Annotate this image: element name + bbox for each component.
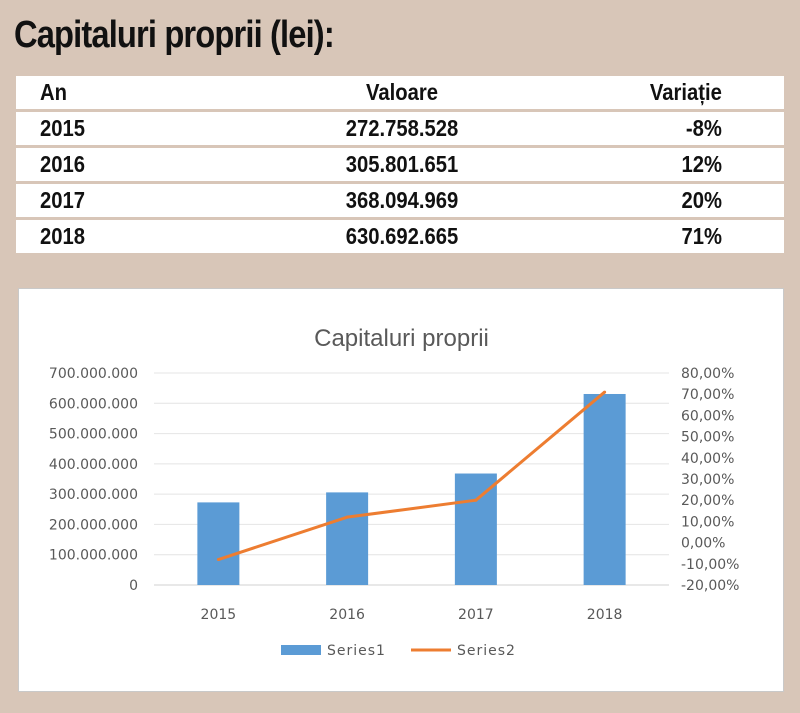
table-row: 2017 368.094.969 20% bbox=[16, 184, 784, 217]
series2-point-2016 bbox=[345, 515, 349, 519]
cell-variation: 71% bbox=[681, 223, 722, 249]
page-heading: Capitaluri proprii (lei): bbox=[14, 14, 335, 56]
y-left-tick-label: 200.000.000 bbox=[49, 517, 138, 533]
y-right-tick-label: 70,00% bbox=[681, 387, 734, 403]
table-row: 2018 630.692.665 71% bbox=[16, 220, 784, 253]
table-header-row: An Valoare Variație bbox=[16, 76, 784, 109]
cell-year: 2015 bbox=[40, 115, 86, 141]
series2-point-2017 bbox=[474, 498, 478, 502]
series2-point-2015 bbox=[216, 558, 220, 562]
chart-title: Capitaluri proprii bbox=[314, 325, 489, 352]
cell-year: 2018 bbox=[40, 223, 86, 249]
cell-variation: 20% bbox=[681, 187, 722, 213]
table-row: 2016 305.801.651 12% bbox=[16, 148, 784, 181]
table-row: 2015 272.758.528 -8% bbox=[16, 112, 784, 145]
x-tick-label: 2015 bbox=[201, 607, 237, 623]
cell-value: 368.094.969 bbox=[345, 187, 459, 213]
y-right-tick-label: 60,00% bbox=[681, 408, 734, 424]
capital-table: An Valoare Variație 2015 272.758.528 -8%… bbox=[16, 76, 784, 253]
y-right-tick-label: 30,00% bbox=[681, 472, 734, 488]
cell-value: 272.758.528 bbox=[345, 115, 459, 141]
cell-value: 305.801.651 bbox=[345, 151, 459, 177]
y-right-tick-label: -20,00% bbox=[681, 578, 739, 594]
cell-year: 2017 bbox=[40, 187, 86, 213]
bar-2015 bbox=[197, 502, 240, 585]
legend-label-series1: Series1 bbox=[327, 643, 386, 659]
y-left-tick-label: 700.000.000 bbox=[49, 366, 138, 382]
y-left-tick-label: 100.000.000 bbox=[49, 548, 138, 564]
y-right-tick-label: 20,00% bbox=[681, 493, 734, 509]
y-left-tick-label: 0 bbox=[129, 578, 138, 594]
bar-2016 bbox=[326, 492, 369, 585]
bar-2018 bbox=[583, 393, 626, 585]
series2-line bbox=[217, 390, 606, 561]
y-left-tick-label: 500.000.000 bbox=[49, 427, 138, 443]
y-right-tick-label: 10,00% bbox=[681, 514, 734, 530]
series2-point-2018 bbox=[603, 390, 607, 394]
y-right-tick-label: 80,00% bbox=[681, 366, 734, 382]
chart-card: Capitaluri proprii 0 100.000.000 200.000.00… bbox=[18, 288, 784, 692]
legend-label-series2: Series2 bbox=[457, 643, 516, 659]
y-left-tick-label: 300.000.000 bbox=[49, 487, 138, 503]
y-right-tick-label: 50,00% bbox=[681, 430, 734, 446]
x-tick-label: 2018 bbox=[587, 607, 623, 623]
combo-chart: Capitaluri proprii 0 100.000.000 200.000.00… bbox=[49, 325, 740, 659]
y-right-tick-label: -10,00% bbox=[681, 557, 739, 573]
header-an: An bbox=[40, 79, 67, 105]
cell-variation: 12% bbox=[681, 151, 722, 177]
bar-2017 bbox=[454, 473, 497, 585]
y-left-tick-label: 400.000.000 bbox=[49, 457, 138, 473]
x-tick-label: 2016 bbox=[329, 607, 365, 623]
y-right-tick-label: 0,00% bbox=[681, 536, 725, 552]
y-right-tick-label: 40,00% bbox=[681, 451, 734, 467]
legend-swatch-series1 bbox=[281, 645, 321, 655]
x-tick-label: 2017 bbox=[458, 607, 494, 623]
header-valoare: Valoare bbox=[365, 79, 439, 105]
header-variatie: Variație bbox=[649, 79, 722, 105]
cell-variation: -8% bbox=[686, 115, 722, 141]
cell-year: 2016 bbox=[40, 151, 86, 177]
y-left-tick-label: 600.000.000 bbox=[49, 396, 138, 412]
cell-value: 630.692.665 bbox=[345, 223, 459, 249]
